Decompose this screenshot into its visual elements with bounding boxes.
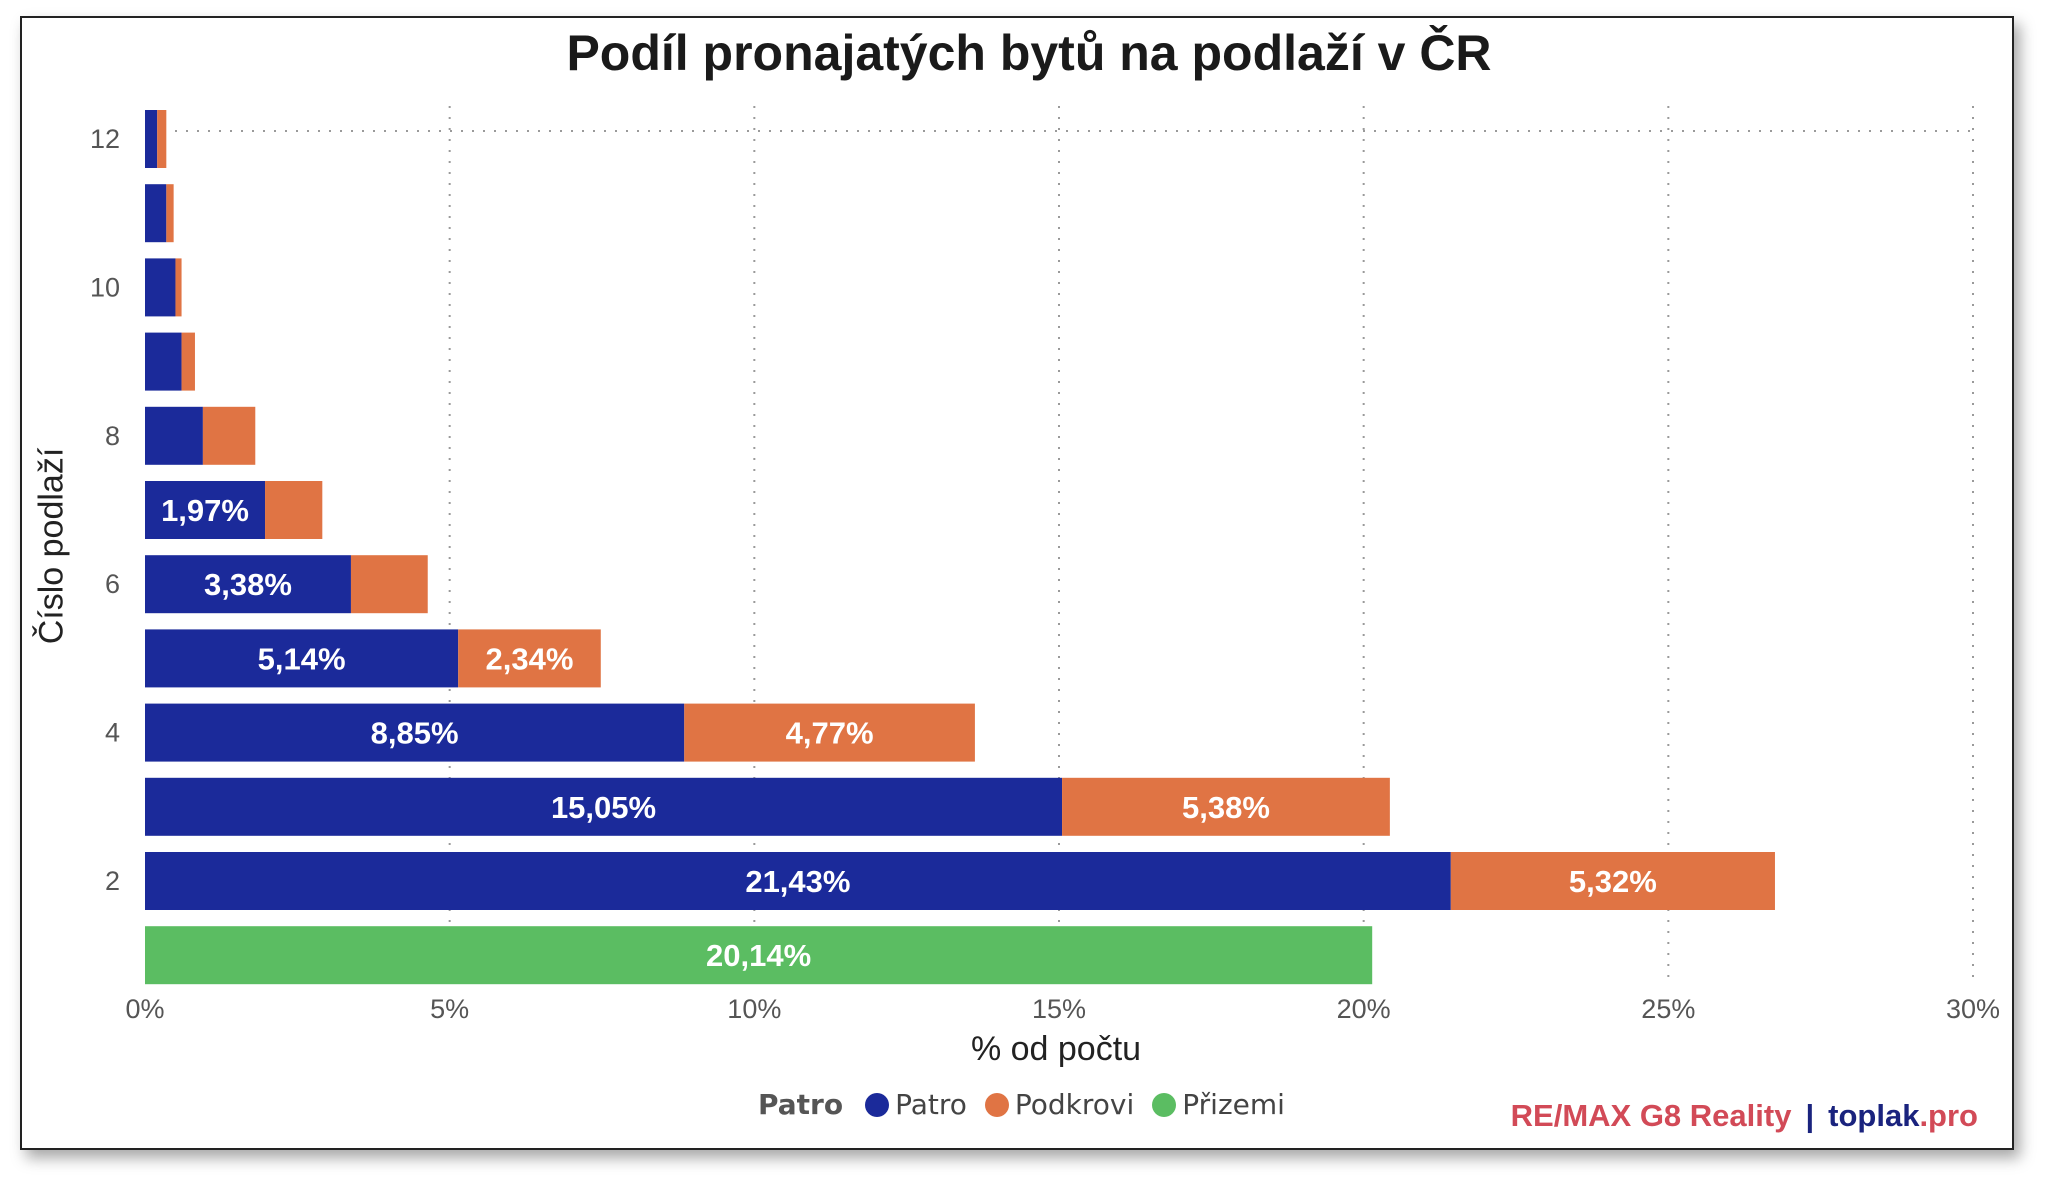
bar-patro-9 — [145, 332, 182, 391]
data-label: 5,14% — [258, 641, 346, 676]
bar-patro-7 — [145, 481, 266, 539]
credit-site: toplak — [1828, 1098, 1920, 1133]
data-label: 4,77% — [786, 716, 874, 751]
data-label: 5,32% — [1569, 864, 1657, 899]
x-tick-label: 0% — [125, 994, 164, 1024]
data-label: 8,85% — [371, 716, 459, 751]
bar-patro-8 — [145, 406, 203, 465]
bar-patro-10 — [145, 258, 176, 317]
legend-label-podkrovi: Podkrovi — [1014, 1088, 1135, 1121]
y-tick-label: 8 — [105, 421, 120, 451]
chart-title: Podíl pronajatých bytů na podlaží v ČR — [566, 25, 1492, 81]
legend-item-podkrovi[interactable]: Podkrovi — [984, 1088, 1135, 1121]
legend-dot-patro — [865, 1092, 890, 1117]
bar-podkrovi-8 — [202, 406, 256, 465]
x-tick-label: 30% — [1946, 994, 2000, 1024]
data-label: 20,14% — [706, 938, 811, 973]
bar-patro-5 — [145, 629, 459, 688]
bar-podkrovi-2 — [1450, 852, 1775, 910]
credit-separator: | — [1805, 1098, 1815, 1133]
bar-přizemi-1 — [145, 926, 1373, 985]
bar-podkrovi-6 — [350, 555, 428, 614]
bar-podkrovi-10 — [175, 258, 182, 317]
x-axis-label: % od počtu — [970, 1030, 1142, 1068]
bar-patro-11 — [145, 184, 167, 243]
legend-dot-podkrovi — [984, 1092, 1009, 1117]
credit-site-tld: .pro — [1919, 1098, 1978, 1133]
y-tick-label: 4 — [105, 718, 120, 748]
bar-podkrovi-5 — [458, 629, 601, 688]
x-tick-label: 10% — [727, 994, 781, 1024]
legend-label-patro: Patro — [895, 1088, 967, 1121]
x-tick-label: 25% — [1641, 994, 1695, 1024]
legend-item-patro[interactable]: Patro — [865, 1088, 967, 1121]
data-label: 15,05% — [551, 790, 656, 825]
credit-remax: RE/MAX G8 Reality — [1510, 1098, 1792, 1133]
bar-patro-3 — [145, 777, 1063, 836]
y-tick-label: 2 — [105, 866, 120, 896]
y-tick-label: 10 — [90, 272, 120, 302]
bar-podkrovi-11 — [166, 184, 174, 243]
bar-patro-6 — [145, 555, 351, 614]
legend-label-prizemi: Přizemi — [1182, 1088, 1285, 1121]
legend-title: Patro — [758, 1088, 844, 1121]
x-tick-label: 15% — [1032, 994, 1086, 1024]
y-tick-label: 6 — [105, 569, 120, 599]
legend-item-prizemi[interactable]: Přizemi — [1152, 1088, 1285, 1121]
legend-dot-prizemi — [1152, 1092, 1177, 1117]
data-label: 5,38% — [1182, 790, 1270, 825]
bar-podkrovi-3 — [1062, 777, 1390, 836]
data-label: 1,97% — [161, 493, 249, 528]
data-label: 3,38% — [204, 567, 292, 602]
bar-podkrovi-9 — [181, 332, 195, 391]
bar-podkrovi-12 — [157, 110, 167, 168]
x-tick-label: 5% — [430, 994, 469, 1024]
x-tick-label: 20% — [1337, 994, 1391, 1024]
bar-patro-4 — [145, 703, 685, 762]
bar-patro-12 — [145, 110, 158, 168]
bar-podkrovi-7 — [265, 481, 323, 539]
y-tick-label: 12 — [90, 124, 120, 154]
bar-podkrovi-4 — [684, 703, 975, 762]
credit: RE/MAX G8 Reality | toplak.pro — [1511, 1098, 1978, 1134]
data-label: 21,43% — [745, 864, 850, 899]
bar-patro-2 — [145, 852, 1451, 910]
data-label: 2,34% — [486, 641, 574, 676]
